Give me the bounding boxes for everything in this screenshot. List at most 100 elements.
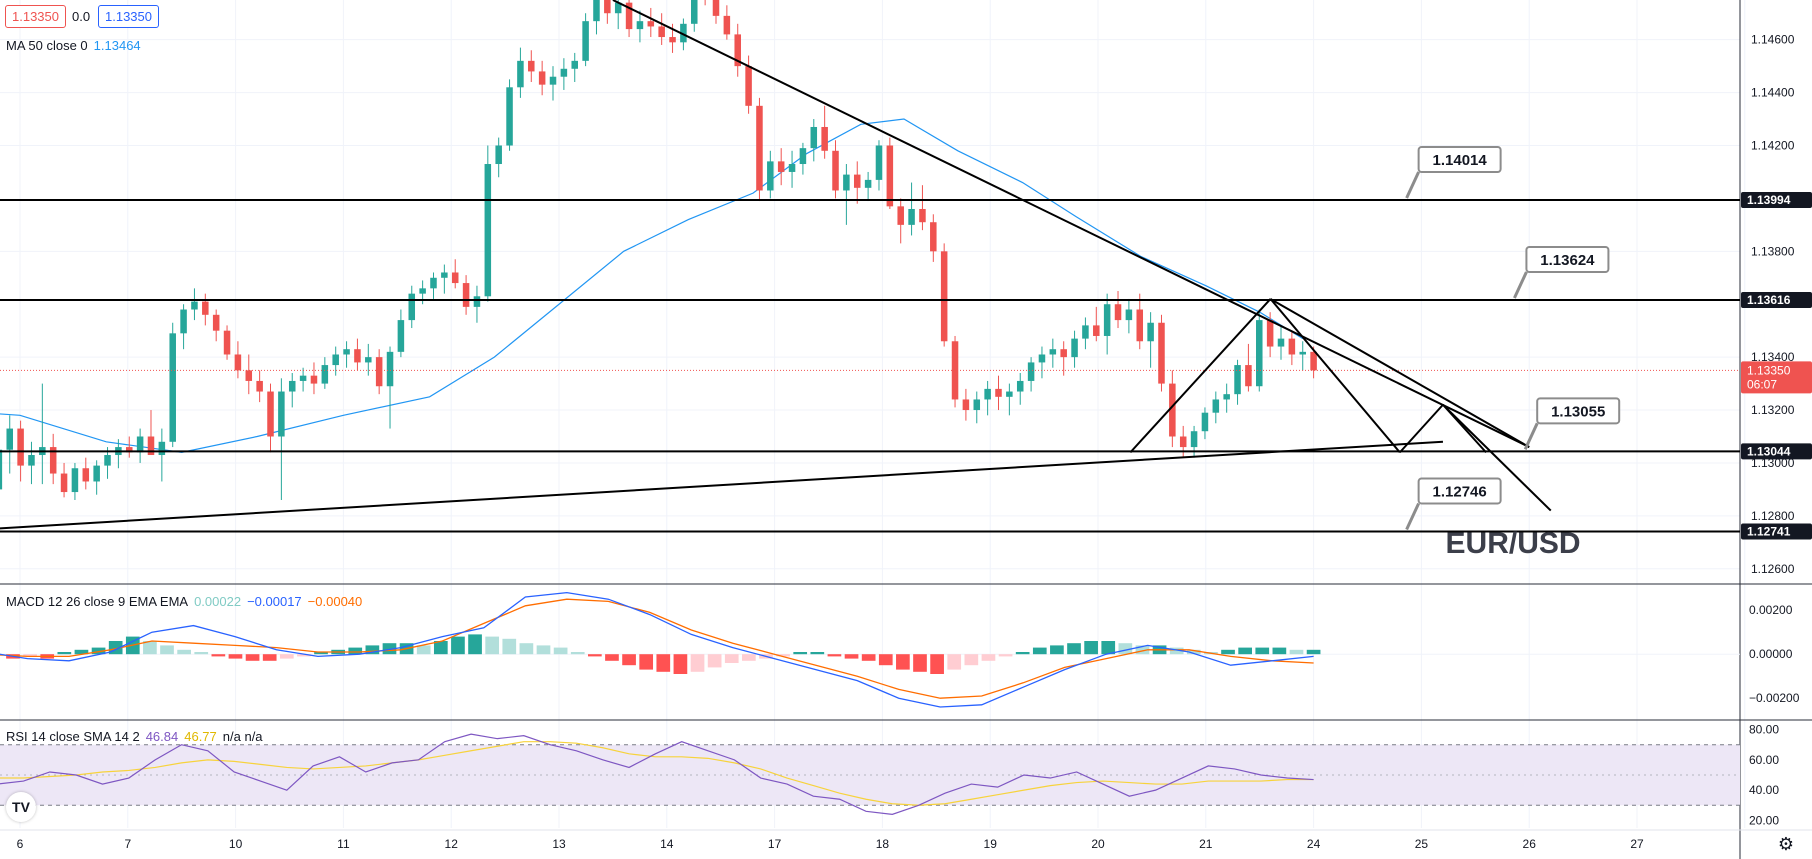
price-axis-tick: 1.12600 <box>1751 562 1795 576</box>
callout-box <box>1536 397 1621 425</box>
candle-body <box>1049 349 1057 355</box>
callout-box <box>1417 145 1502 173</box>
candle-body <box>288 380 296 392</box>
macd-histogram-bar <box>177 649 191 655</box>
macd-histogram-bar <box>416 645 431 655</box>
price-axis-tick: 1.13800 <box>1751 244 1795 258</box>
macd-histogram-bar <box>1050 645 1064 655</box>
candle-body <box>234 354 242 371</box>
price-axis-tick: 1.14400 <box>1751 86 1795 100</box>
candle-body <box>1136 309 1144 342</box>
rsi-sma-value: 46.77 <box>184 729 217 744</box>
macd-histogram-bar <box>451 636 465 655</box>
macd-histogram-bar <box>981 654 996 661</box>
candle-body <box>180 309 187 334</box>
candle-body <box>256 380 263 392</box>
macd-histogram-bar <box>861 654 876 661</box>
ma-legend-value: 1.13464 <box>93 38 141 53</box>
macd-axis-tick: 0.00200 <box>1749 603 1793 617</box>
candle-body <box>1179 436 1187 448</box>
macd-line-value: −0.00017 <box>247 594 302 609</box>
macd-axis-tick: 0.00000 <box>1749 647 1793 661</box>
candle-body <box>517 60 524 88</box>
candle-body <box>1201 412 1209 432</box>
macd-legend[interactable]: MACD 12 26 close 9 EMA EMA 0.00022 −0.0001… <box>6 594 368 609</box>
callout-text: 1.12746 <box>1433 483 1487 500</box>
candle-body <box>419 288 426 294</box>
rsi-legend[interactable]: RSI 14 close SMA 14 2 46.84 46.77 n/a n/a <box>6 729 269 744</box>
candle-body <box>908 208 915 225</box>
candle-body <box>864 179 872 188</box>
candle-body <box>49 447 57 474</box>
macd-histogram-bar <box>844 654 859 659</box>
candle-body <box>604 0 611 14</box>
symbol-label: EUR/USD <box>1446 527 1581 560</box>
candle-body <box>853 174 861 188</box>
macd-histogram-bar <box>1118 643 1133 655</box>
level-badge-text: 1.13994 <box>1747 193 1791 207</box>
candle-body <box>93 465 100 482</box>
macd-histogram-bar <box>605 654 619 661</box>
candle-body <box>310 375 318 384</box>
time-axis-tick: 12 <box>445 837 459 851</box>
level-badge <box>1741 523 1812 540</box>
candle-body <box>625 2 633 30</box>
level-badge-text: 1.13616 <box>1747 293 1791 307</box>
macd-histogram-bar <box>143 641 157 655</box>
macd-histogram-bar <box>211 654 226 657</box>
candle-body <box>212 314 220 331</box>
candle-body <box>343 349 350 355</box>
candle-body <box>680 23 687 43</box>
time-axis-tick: 6 <box>17 837 24 851</box>
candle-body <box>408 293 416 321</box>
candle-body <box>278 391 285 437</box>
time-axis-tick: 27 <box>1630 837 1644 851</box>
macd-signal-line <box>0 598 1314 699</box>
candle-body <box>1114 304 1122 321</box>
bid-price-box[interactable]: 1.13350 <box>5 5 66 28</box>
candle-body <box>223 330 231 355</box>
macd-histogram-bar <box>1272 647 1287 655</box>
candle-body <box>1212 399 1220 413</box>
rsi-axis-tick: 80.00 <box>1749 723 1779 737</box>
macd-histogram-bar <box>502 638 517 655</box>
trend-line <box>1269 298 1530 448</box>
candle-body <box>430 277 437 289</box>
candle-body <box>962 399 970 411</box>
tradingview-logo[interactable]: TV <box>6 792 36 822</box>
macd-histogram-bar <box>23 654 37 657</box>
candle-body <box>843 174 850 191</box>
candle-body <box>104 455 111 466</box>
macd-histogram-bar <box>262 654 277 661</box>
candle-body <box>299 375 307 381</box>
candle-body <box>1256 320 1263 387</box>
candle-body <box>1245 365 1252 387</box>
candle-body <box>1071 338 1078 358</box>
macd-histogram-bar <box>228 654 243 659</box>
candle-body <box>386 351 394 387</box>
trend-line <box>1399 404 1444 454</box>
candle-body <box>462 283 470 307</box>
macd-histogram-bar <box>297 654 311 657</box>
candle-body <box>1038 354 1046 363</box>
time-axis-tick: 14 <box>660 837 674 851</box>
ask-price-box[interactable]: 1.13350 <box>98 5 159 28</box>
macd-histogram-bar <box>913 654 927 672</box>
trend-line <box>1269 298 1401 454</box>
candle-body <box>1027 362 1035 381</box>
macd-histogram-bar <box>827 654 842 657</box>
macd-line <box>0 591 1314 708</box>
settings-gear-icon[interactable]: ⚙ <box>1778 834 1794 855</box>
ma-legend-label: MA 50 close 0 <box>6 38 88 53</box>
rsi-legend-label: RSI 14 close SMA 14 2 <box>6 729 140 744</box>
ma-legend[interactable]: MA 50 close 0 1.13464 <box>6 38 147 53</box>
spread-label: 0.0 <box>72 9 91 24</box>
candle-body <box>593 0 600 22</box>
macd-histogram-bar <box>433 641 448 655</box>
candle-body <box>821 126 828 151</box>
time-axis-tick: 25 <box>1415 837 1429 851</box>
macd-histogram-bar <box>1032 647 1047 655</box>
price-axis-tick: 1.13000 <box>1751 456 1795 470</box>
candle-body <box>897 206 904 225</box>
